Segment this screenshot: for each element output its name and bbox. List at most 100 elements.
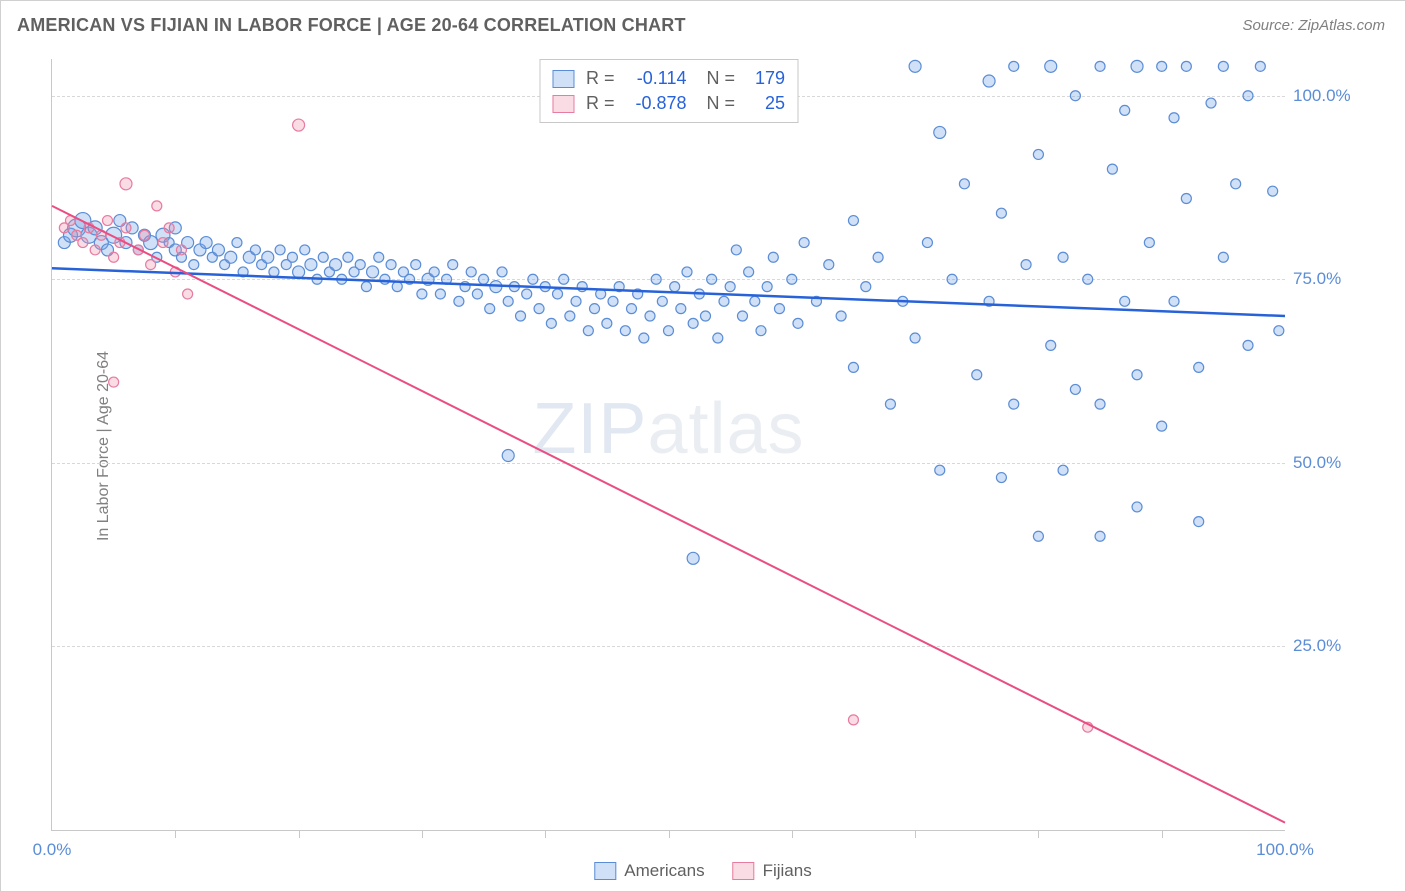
y-tick-label: 25.0% (1293, 636, 1353, 656)
scatter-point (657, 296, 667, 306)
scatter-point (996, 208, 1006, 218)
legend-item: Americans (594, 861, 704, 881)
scatter-point (417, 289, 427, 299)
scatter-point (472, 289, 482, 299)
stat-r-value: -0.878 (623, 93, 687, 114)
scatter-point (522, 289, 532, 299)
scatter-point (300, 245, 310, 255)
scatter-point (799, 238, 809, 248)
scatter-point (922, 238, 932, 248)
legend-label: Americans (624, 861, 704, 881)
scatter-point (848, 216, 858, 226)
scatter-point (183, 289, 193, 299)
scatter-point (762, 282, 772, 292)
scatter-point (1194, 517, 1204, 527)
scatter-point (392, 282, 402, 292)
scatter-point (1046, 340, 1056, 350)
stat-n-label: N = (707, 93, 736, 114)
scatter-point (269, 267, 279, 277)
scatter-point (305, 259, 317, 271)
scatter-point (528, 274, 538, 284)
scatter-point (1157, 421, 1167, 431)
scatter-point (1095, 531, 1105, 541)
scatter-point (873, 252, 883, 262)
scatter-point (934, 126, 946, 138)
scatter-point (158, 238, 168, 248)
scatter-point (1033, 149, 1043, 159)
scatter-point (109, 377, 119, 387)
scatter-point (1058, 252, 1068, 262)
y-tick-label: 50.0% (1293, 453, 1353, 473)
scatter-point (262, 251, 274, 263)
x-tick-label: 0.0% (33, 840, 72, 860)
scatter-point (972, 370, 982, 380)
scatter-point (1243, 340, 1253, 350)
scatter-point (1144, 238, 1154, 248)
scatter-point (293, 266, 305, 278)
scatter-point (553, 289, 563, 299)
scatter-point (1009, 399, 1019, 409)
scatter-point (516, 311, 526, 321)
scatter-point (768, 252, 778, 262)
scatter-point (1206, 98, 1216, 108)
stat-n-value: 25 (743, 93, 785, 114)
legend-item: Fijians (733, 861, 812, 881)
scatter-point (485, 304, 495, 314)
scatter-point (109, 252, 119, 262)
scatter-point (602, 318, 612, 328)
x-tick (175, 830, 176, 838)
scatter-point (571, 296, 581, 306)
trend-line (52, 268, 1285, 316)
scatter-point (688, 318, 698, 328)
y-tick-label: 100.0% (1293, 86, 1353, 106)
scatter-point (497, 267, 507, 277)
scatter-point (448, 260, 458, 270)
scatter-point (687, 552, 699, 564)
x-tick (792, 830, 793, 838)
scatter-point (361, 282, 371, 292)
scatter-point (503, 296, 513, 306)
y-tick-label: 75.0% (1293, 269, 1353, 289)
scatter-point (996, 473, 1006, 483)
scatter-point (502, 450, 514, 462)
legend-label: Fijians (763, 861, 812, 881)
scatter-point (1274, 326, 1284, 336)
x-tick (1162, 830, 1163, 838)
scatter-point (935, 465, 945, 475)
scatter-point (232, 238, 242, 248)
scatter-point (713, 333, 723, 343)
scatter-point (651, 274, 661, 284)
scatter-point (725, 282, 735, 292)
scatter-point (620, 326, 630, 336)
scatter-point (639, 333, 649, 343)
scatter-point (627, 304, 637, 314)
scatter-point (212, 244, 224, 256)
scatter-point (1021, 260, 1031, 270)
scatter-point (1120, 105, 1130, 115)
scatter-point (719, 296, 729, 306)
scatter-point (1070, 91, 1080, 101)
scatter-point (1132, 370, 1142, 380)
stat-r-label: R = (586, 93, 615, 114)
scatter-point (608, 296, 618, 306)
stat-n-value: 179 (743, 68, 785, 89)
scatter-point (275, 245, 285, 255)
legend-swatch (552, 70, 574, 88)
scatter-point (909, 60, 921, 72)
chart-container: AMERICAN VS FIJIAN IN LABOR FORCE | AGE … (0, 0, 1406, 892)
scatter-point (152, 201, 162, 211)
scatter-point (885, 399, 895, 409)
scatter-point (774, 304, 784, 314)
scatter-point (1255, 61, 1265, 71)
scatter-point (454, 296, 464, 306)
x-tick (669, 830, 670, 838)
scatter-point (90, 245, 100, 255)
scatter-point (386, 260, 396, 270)
scatter-point (959, 179, 969, 189)
x-tick (1038, 830, 1039, 838)
scatter-point (583, 326, 593, 336)
scatter-point (200, 237, 212, 249)
scatter-point (1070, 384, 1080, 394)
scatter-point (293, 119, 305, 131)
scatter-point (1120, 296, 1130, 306)
